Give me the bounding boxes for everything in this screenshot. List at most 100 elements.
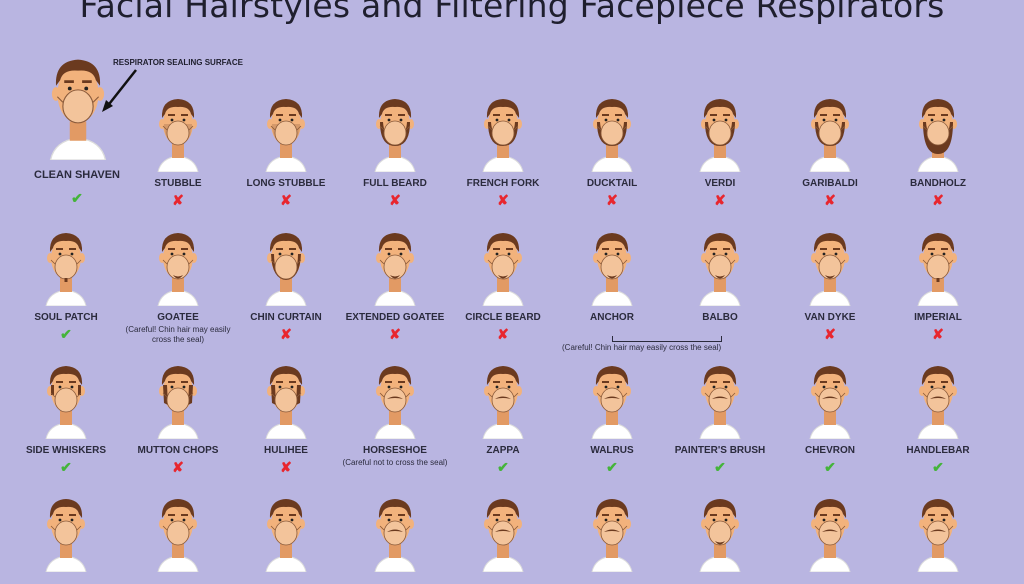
cross-icon: ✘ [932,192,944,208]
cross-icon: ✘ [280,192,292,208]
face-illustration [261,92,311,173]
face-illustration [265,233,307,307]
face-illustration [805,359,855,440]
face-illustration [374,233,416,307]
page-title: Facial Hairstyles and Filtering Facepiec… [79,0,945,25]
face-illustration [913,359,963,440]
face-illustration [482,499,524,573]
hairstyle-label: CIRCLE BEARD [465,312,541,323]
hairstyle-label: GARIBALDI [802,178,858,189]
face-illustration [913,492,963,573]
face-illustration [587,492,637,573]
check-icon: ✔ [606,459,618,475]
cross-icon: ✘ [824,192,836,208]
face-illustration [157,233,199,307]
hairstyle-label: SOUL PATCH [34,312,98,323]
face-illustration [42,50,114,161]
cross-icon: ✘ [280,459,292,475]
hairstyle-label: STUBBLE [154,178,202,189]
cross-icon: ✘ [606,192,618,208]
face-illustration [478,492,528,573]
face-illustration [41,492,91,573]
face-illustration [374,499,416,573]
face-illustration [587,92,637,173]
caution-note: (Careful! Chin hair may easily cross the… [125,325,231,344]
face-illustration [695,492,745,573]
face-illustration [482,233,524,307]
face-illustration [265,499,307,573]
hairstyle-label: BANDHOLZ [909,178,967,189]
face-illustration [809,366,851,440]
hairstyle-label: HANDLEBAR [906,445,970,456]
face-illustration [699,99,741,173]
face-illustration [482,366,524,440]
hairstyle-label: IMPERIAL [914,312,962,323]
hairstyle-label: HULIHEE [264,445,308,456]
face-illustration [478,359,528,440]
face-illustration [805,92,855,173]
arrow-icon [102,69,137,112]
check-icon: ✔ [60,459,72,475]
hairstyle-label: MUTTON CHOPS [137,445,219,456]
face-illustration [157,99,199,173]
face-illustration [913,226,963,307]
group-bracket [612,336,722,342]
hairstyle-label: DUCKTAIL [586,178,638,189]
hairstyle-label: CHIN CURTAIN [250,312,322,323]
hairstyle-label: SIDE WHISKERS [25,445,106,456]
face-illustration [695,226,745,307]
face-illustration [153,492,203,573]
face-illustration [41,226,91,307]
check-icon: ✔ [71,190,83,206]
face-illustration [917,233,959,307]
face-illustration [261,359,311,440]
hairstyle-label: ZAPPA [486,445,520,456]
face-illustration [695,359,745,440]
hairstyle-label: GOATEE [157,312,199,323]
face-illustration [261,226,311,307]
face-illustration [153,226,203,307]
face-illustration [805,492,855,573]
hairstyle-label: ANCHOR [590,312,634,323]
cross-icon: ✘ [824,326,836,342]
face-illustration [699,233,741,307]
face-illustration [591,233,633,307]
face-illustration [153,359,203,440]
face-illustration [153,92,203,173]
face-illustration [45,233,87,307]
hairstyle-label: LONG STUBBLE [246,178,326,189]
face-illustration [478,92,528,173]
check-icon: ✔ [824,459,836,475]
face-illustration [917,99,959,173]
cross-icon: ✘ [497,192,509,208]
hairstyle-label: HORSESHOE [363,445,427,456]
face-illustration [45,499,87,573]
face-illustration [809,99,851,173]
check-icon: ✔ [497,459,509,475]
face-illustration [157,499,199,573]
hairstyle-label: EXTENDED GOATEE [345,312,445,323]
face-illustration [265,366,307,440]
face-illustration [591,366,633,440]
face-illustration [699,366,741,440]
cross-icon: ✘ [932,326,944,342]
face-illustration [809,499,851,573]
hairstyle-label: FRENCH FORK [466,178,540,189]
face-illustration [478,226,528,307]
hairstyle-label: FULL BEARD [363,178,427,189]
face-illustration [805,226,855,307]
face-illustration [370,359,420,440]
face-illustration [695,92,745,173]
face-illustration [370,92,420,173]
face-illustration [587,226,637,307]
face-illustration [809,233,851,307]
face-illustration [49,59,107,161]
face-illustration [374,99,416,173]
face-illustration [261,492,311,573]
hairstyle-label: CLEAN SHAVEN [34,169,120,181]
hairstyle-label: BALBO [702,312,738,323]
cross-icon: ✘ [389,326,401,342]
face-illustration [265,99,307,173]
face-illustration [157,366,199,440]
face-illustration [699,499,741,573]
